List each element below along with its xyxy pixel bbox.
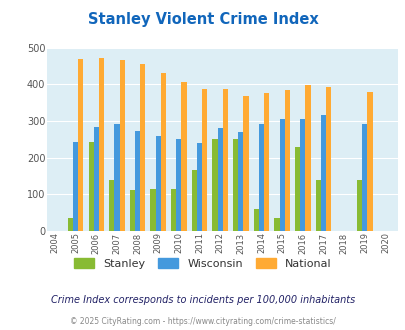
Bar <box>212 139 217 231</box>
Bar <box>196 143 202 231</box>
Bar <box>98 58 104 231</box>
Bar <box>367 92 372 231</box>
Bar <box>88 142 94 231</box>
Bar <box>356 180 361 231</box>
Bar <box>294 148 300 231</box>
Bar <box>160 73 166 231</box>
Bar <box>140 64 145 231</box>
Bar <box>202 89 207 231</box>
Bar <box>232 139 238 231</box>
Bar <box>274 218 279 231</box>
Bar <box>181 82 186 231</box>
Bar <box>305 85 310 231</box>
Bar <box>361 124 367 231</box>
Bar <box>155 136 160 231</box>
Bar <box>222 89 227 231</box>
Bar <box>258 124 264 231</box>
Bar <box>191 170 196 231</box>
Bar <box>217 128 222 231</box>
Bar <box>130 190 135 231</box>
Text: Stanley Violent Crime Index: Stanley Violent Crime Index <box>87 12 318 26</box>
Text: Crime Index corresponds to incidents per 100,000 inhabitants: Crime Index corresponds to incidents per… <box>51 295 354 305</box>
Bar <box>238 132 243 231</box>
Bar <box>264 92 269 231</box>
Bar <box>325 87 330 231</box>
Bar <box>171 189 176 231</box>
Text: © 2025 CityRating.com - https://www.cityrating.com/crime-statistics/: © 2025 CityRating.com - https://www.city… <box>70 317 335 326</box>
Bar <box>253 209 258 231</box>
Legend: Stanley, Wisconsin, National: Stanley, Wisconsin, National <box>70 254 335 273</box>
Bar <box>78 59 83 231</box>
Bar <box>135 131 140 231</box>
Bar <box>300 119 305 231</box>
Bar <box>109 181 114 231</box>
Bar <box>68 218 73 231</box>
Bar <box>315 180 320 231</box>
Bar <box>320 115 325 231</box>
Bar <box>73 142 78 231</box>
Bar <box>284 90 289 231</box>
Bar <box>150 189 155 231</box>
Bar <box>94 127 98 231</box>
Bar <box>114 124 119 231</box>
Bar <box>243 96 248 231</box>
Bar <box>279 119 284 231</box>
Bar <box>176 139 181 231</box>
Bar <box>119 60 124 231</box>
